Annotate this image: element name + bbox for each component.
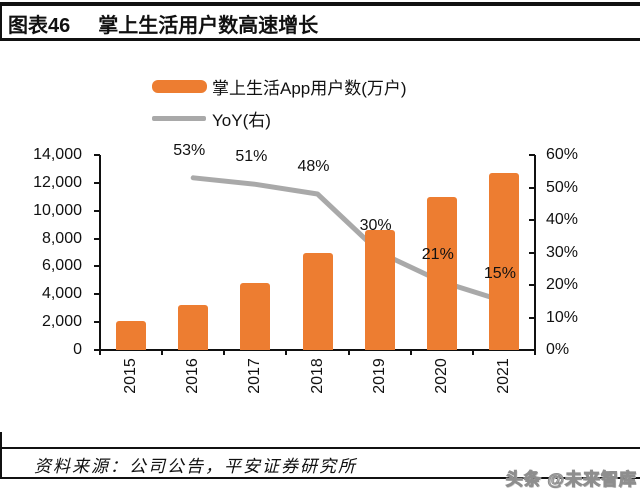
y-left-tick (94, 209, 100, 212)
y-left-label: 12,000 (33, 173, 82, 191)
y-right-tick (529, 316, 535, 319)
yoy-line (190, 175, 507, 304)
legend-yoy-label: YoY(右) (212, 110, 271, 130)
y-left-tick (94, 293, 100, 296)
y-left-label: 10,000 (33, 201, 82, 219)
legend-bar-label: 掌上生活App用户数(万户) (212, 78, 407, 98)
yoy-label-2016: 53% (173, 141, 206, 159)
bar-2016 (178, 305, 209, 350)
x-axis-tick (409, 350, 412, 355)
yoy-label-2019: 30% (359, 216, 392, 234)
bar-2018 (302, 252, 333, 350)
legend-item-users: 掌上生活App用户数(万户) (152, 70, 407, 102)
bar-2020 (426, 196, 457, 350)
x-axis-tick (223, 350, 226, 355)
y-axis-right (534, 155, 536, 351)
title-bottom-rule (0, 38, 640, 41)
figure-number: 图表46 (8, 15, 71, 37)
y-left-tick (94, 265, 100, 268)
y-axis-left (99, 155, 101, 351)
y-left-label: 0 (73, 341, 82, 358)
y-right-tick (529, 219, 535, 221)
x-axis (99, 349, 536, 351)
x-axis-tick (347, 350, 350, 355)
yoy-label-2021: 15% (483, 265, 516, 283)
x-axis-tick (161, 350, 164, 355)
bar-2017 (240, 283, 271, 350)
source-top-rule (0, 447, 640, 449)
footer-left-border (0, 432, 2, 479)
yoy-label-2017: 51% (235, 148, 268, 166)
x-axis-tick (99, 350, 101, 355)
y-right-tick (529, 349, 535, 351)
y-right-label: 50% (546, 178, 579, 196)
x-axis-label-2021: 2021 (494, 358, 512, 394)
y-right-label: 30% (546, 243, 579, 261)
bar-2019 (364, 230, 395, 350)
y-left-tick (94, 237, 100, 240)
legend-line-swatch-icon (152, 115, 206, 121)
yoy-label-2018: 48% (297, 158, 330, 175)
x-axis-label-2017: 2017 (246, 358, 264, 394)
y-left-label: 6,000 (41, 257, 82, 275)
y-left-label: 14,000 (33, 146, 82, 163)
x-axis-label-2015: 2015 (122, 358, 140, 394)
yoy-label-2020: 21% (421, 245, 454, 263)
y-left-tick (94, 349, 100, 351)
x-axis-label-2016: 2016 (184, 358, 202, 394)
y-left-tick (94, 181, 100, 184)
y-left-tick (94, 154, 100, 156)
source-bottom-rule (0, 477, 640, 479)
y-left-label: 4,000 (41, 285, 82, 303)
x-axis-label-2019: 2019 (370, 358, 388, 394)
x-axis-tick (534, 350, 536, 355)
legend-bar-swatch-icon (152, 79, 207, 93)
y-left-tick (94, 321, 100, 324)
y-left-label: 8,000 (41, 229, 82, 247)
x-axis-tick (471, 350, 474, 355)
y-right-tick (529, 186, 535, 189)
y-right-tick (529, 154, 535, 156)
y-right-label: 10% (546, 308, 579, 326)
bar-2021 (488, 173, 519, 350)
source-text: 资料来源：公司公告，平安证券研究所 (34, 457, 357, 476)
figure-title: 掌上生活用户数高速增长 (98, 15, 319, 37)
bar-2015 (116, 320, 147, 350)
y-right-tick (529, 284, 535, 286)
legend-item-yoy: YoY(右) (152, 102, 407, 134)
y-right-tick (529, 251, 535, 254)
toutiao-watermark: 头条 @未来智库 (505, 469, 637, 489)
title-top-rule (0, 2, 640, 6)
y-left-label: 2,000 (41, 313, 82, 331)
figure-title-bar: 图表46 掌上生活用户数高速增长 (8, 9, 318, 38)
x-axis-tick (285, 350, 288, 355)
y-right-label: 60% (546, 146, 579, 163)
y-right-label: 20% (546, 276, 579, 293)
chart-legend: 掌上生活App用户数(万户) YoY(右) (152, 70, 407, 134)
x-axis-label-2020: 2020 (432, 358, 450, 394)
y-right-label: 0% (546, 341, 570, 358)
y-right-label: 40% (546, 211, 579, 228)
x-axis-label-2018: 2018 (308, 358, 326, 394)
title-left-border (0, 2, 2, 41)
